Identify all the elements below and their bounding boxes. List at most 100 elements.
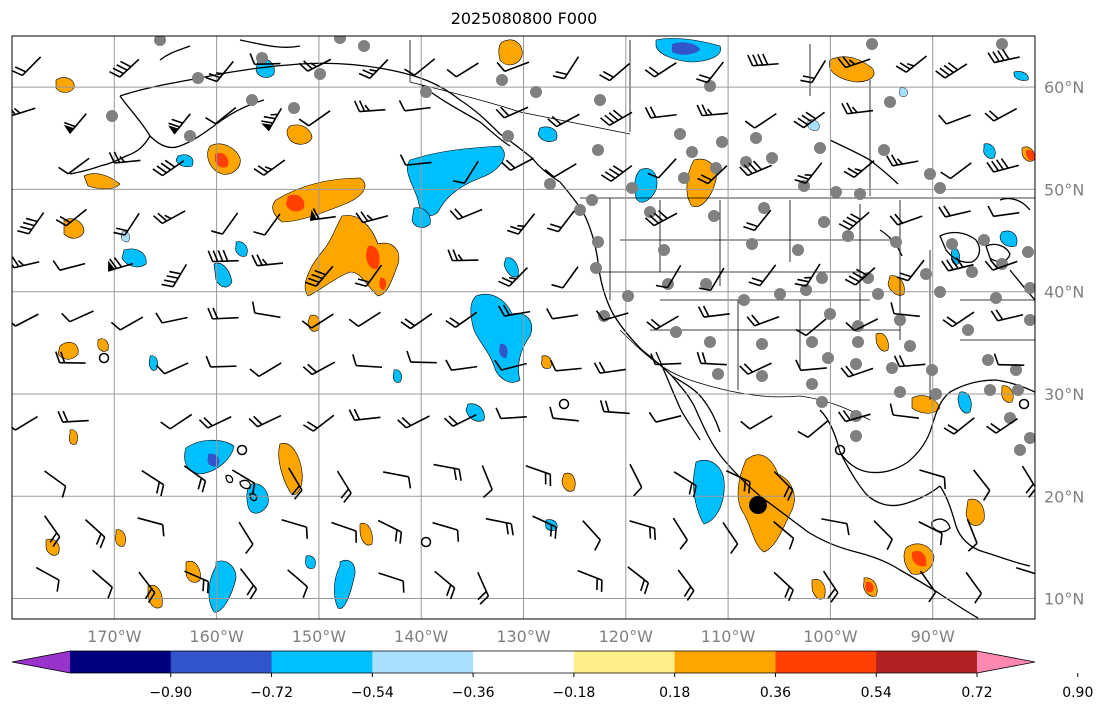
wind-barb: [938, 205, 971, 218]
wind-barb: [353, 100, 386, 113]
wind-barb: [205, 60, 234, 83]
wind-barb: [485, 517, 514, 536]
lat-label: 10°N: [1044, 590, 1084, 609]
wind-barb: [889, 403, 919, 419]
wind-barb: [84, 519, 106, 549]
colorbar-tick-label: −0.18: [552, 685, 595, 701]
wind-barb: [35, 566, 60, 592]
wind-barb: [726, 470, 751, 494]
wind-barb: [549, 406, 579, 422]
wind-barb: [377, 519, 403, 544]
wind-barb: [406, 350, 437, 364]
wind-barb: [498, 267, 528, 287]
wind-barb: [253, 213, 281, 236]
lat-label: 40°N: [1044, 283, 1084, 302]
wind-barb: [1021, 465, 1035, 498]
wind-barb: [397, 415, 430, 429]
wind-barb: [92, 569, 113, 599]
colorbar-tick-label: −0.36: [452, 685, 495, 701]
wind-barb: [445, 359, 478, 372]
wind-barb: [696, 61, 724, 84]
wind-barb: [12, 256, 40, 269]
wind-barb: [629, 520, 657, 540]
wind-barb: [599, 63, 630, 82]
wind-barb: [544, 163, 577, 178]
wind-barb: [382, 471, 412, 489]
wind-barb: [398, 100, 431, 112]
colorbar-segment: [473, 651, 575, 673]
wind-barb: [348, 311, 381, 328]
wind-barb: [207, 307, 239, 320]
lat-label: 20°N: [1044, 487, 1084, 506]
colorbar-segment: [775, 651, 877, 673]
wind-barb: [1015, 566, 1035, 577]
wind-barb: [551, 266, 579, 289]
wind-barb: [655, 264, 682, 289]
wind-barb: [648, 411, 682, 423]
wind-barb: [740, 415, 773, 430]
wind-barb: [12, 313, 39, 327]
wind-barb: [942, 311, 975, 328]
wind-barb: [647, 158, 677, 179]
wind-barb: [993, 353, 1025, 367]
wind-barb: [990, 309, 1024, 322]
wind-barb: [155, 362, 189, 375]
wind-barb: [935, 62, 968, 79]
colorbar-segment: [372, 651, 474, 673]
wind-barb: [552, 56, 580, 80]
colorbar-tick-label: 0.36: [760, 685, 791, 701]
wind-barb: [746, 314, 780, 327]
wind-barb: [302, 361, 336, 376]
wind-barb: [841, 102, 874, 115]
colorbar-extend-low: [12, 651, 70, 673]
wind-barb: [301, 313, 334, 329]
wind-barb: [722, 522, 739, 554]
wind-barb: [965, 571, 983, 604]
lon-label: 170°W: [87, 627, 142, 646]
wind-barb: [593, 361, 626, 374]
wind-barb: [644, 62, 677, 78]
lon-label: 140°W: [394, 627, 449, 646]
wind-barb: [137, 517, 165, 537]
colorbar-segment: [170, 651, 273, 673]
wind-barb: [984, 258, 1018, 271]
wind-barb: [107, 257, 134, 272]
colorbar-segment: [876, 651, 978, 673]
wind-barb: [63, 113, 87, 135]
lat-label: 60°N: [1044, 78, 1084, 97]
wind-barb: [12, 415, 38, 431]
colorbar-tick-label: −0.90: [149, 685, 192, 701]
wind-barb: [895, 55, 928, 73]
wind-barb: [238, 521, 254, 555]
wind-barb: [434, 570, 456, 600]
wind-barb: [673, 471, 697, 498]
wind-barb: [298, 58, 332, 72]
wind-barb: [966, 518, 978, 552]
wind-barb: [160, 413, 193, 430]
wind-barb: [739, 160, 772, 177]
wind-barb: [55, 208, 87, 227]
wind-barb: [697, 305, 730, 318]
wind-barb: [287, 467, 303, 500]
wind-barb: [249, 53, 281, 66]
wind-barb: [281, 519, 309, 539]
wind-barb: [650, 353, 682, 366]
wind-barb: [840, 365, 874, 378]
wind-barb: [58, 157, 90, 175]
wind-barb: [744, 112, 777, 129]
wind-barb: [938, 114, 971, 125]
wind-barb: [987, 49, 1020, 64]
lon-label: 90°W: [911, 627, 955, 646]
wind-barb: [447, 249, 479, 262]
wind-barb: [399, 154, 432, 166]
wind-barb: [207, 249, 239, 263]
wind-barb: [797, 420, 829, 438]
wind-barb: [251, 301, 281, 319]
latitude-labels: 60°N 50°N 40°N 30°N 20°N 10°N: [1044, 78, 1084, 608]
wind-barb: [261, 107, 283, 132]
wind-barb: [152, 210, 186, 225]
wind-barb: [845, 318, 879, 332]
colorbar-tick-label: −0.72: [250, 685, 293, 701]
wind-barb: [696, 351, 727, 366]
wind-barb: [986, 158, 1019, 173]
